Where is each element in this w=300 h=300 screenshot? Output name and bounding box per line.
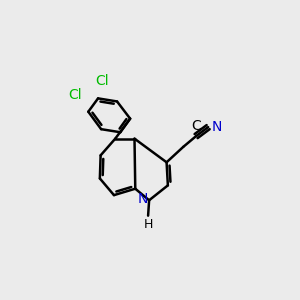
Text: Cl: Cl [69, 88, 82, 102]
Text: H: H [143, 218, 153, 231]
Text: Cl: Cl [95, 74, 109, 88]
Text: C: C [191, 119, 201, 133]
Text: N: N [138, 192, 148, 206]
Text: N: N [212, 120, 222, 134]
